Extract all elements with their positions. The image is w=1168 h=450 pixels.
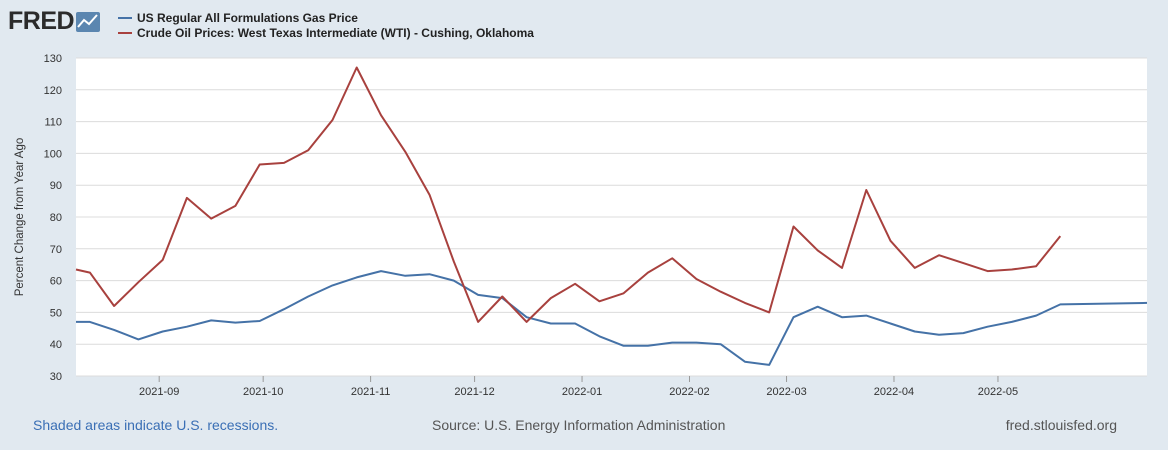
y-tick-label: 70 <box>50 244 62 256</box>
legend: US Regular All Formulations Gas Price Cr… <box>118 10 534 40</box>
legend-item-gas[interactable]: US Regular All Formulations Gas Price <box>118 10 534 25</box>
site-url: fred.stlouisfed.org <box>1005 417 1117 433</box>
series-lines <box>75 66 1148 366</box>
y-tick-label: 60 <box>50 276 62 288</box>
y-axis-ticks: 30 40 50 60 70 80 90 100 110 120 130 <box>44 53 62 383</box>
chart-line-icon <box>76 12 101 32</box>
legend-label-gas: US Regular All Formulations Gas Price <box>137 10 358 25</box>
legend-item-oil[interactable]: Crude Oil Prices: West Texas Intermediat… <box>118 25 534 40</box>
y-tick-label: 120 <box>44 85 62 97</box>
x-tick-label: 2021-12 <box>454 386 494 398</box>
y-tick-label: 50 <box>50 307 62 319</box>
y-tick-label: 110 <box>44 117 62 129</box>
x-axis-ticks: 2021-09 2021-10 2021-11 2021-12 2022-01 2022-… <box>139 376 1018 398</box>
fred-logo[interactable]: FRED <box>8 6 101 36</box>
x-tick-label: 2021-11 <box>351 386 391 398</box>
y-tick-label: 80 <box>50 212 62 224</box>
series-line-gas[interactable] <box>76 270 1148 366</box>
x-tick-label: 2022-01 <box>562 386 602 398</box>
recession-note-link[interactable]: Shaded areas indicate U.S. recessions. <box>33 417 279 433</box>
series-line-oil[interactable] <box>75 66 1062 323</box>
x-tick-label: 2021-09 <box>139 386 179 398</box>
source-note: Source: U.S. Energy Information Administ… <box>432 417 726 433</box>
legend-swatch-oil <box>118 31 132 34</box>
legend-swatch-gas <box>118 16 132 19</box>
y-tick-label: 100 <box>44 148 62 160</box>
x-tick-label: 2022-03 <box>766 386 806 398</box>
y-tick-label: 130 <box>44 53 62 65</box>
y-tick-label: 40 <box>50 339 62 351</box>
logo-text: FRED <box>8 6 75 35</box>
y-tick-label: 30 <box>50 371 62 383</box>
legend-label-oil: Crude Oil Prices: West Texas Intermediat… <box>137 25 534 40</box>
y-tick-label: 90 <box>50 180 62 192</box>
x-tick-label: 2022-05 <box>978 386 1018 398</box>
x-tick-label: 2022-02 <box>669 386 709 398</box>
x-tick-label: 2022-04 <box>874 386 914 398</box>
grid-lines <box>76 57 1147 377</box>
x-tick-label: 2021-10 <box>243 386 283 398</box>
y-axis-label: Percent Change from Year Ago <box>14 138 26 297</box>
